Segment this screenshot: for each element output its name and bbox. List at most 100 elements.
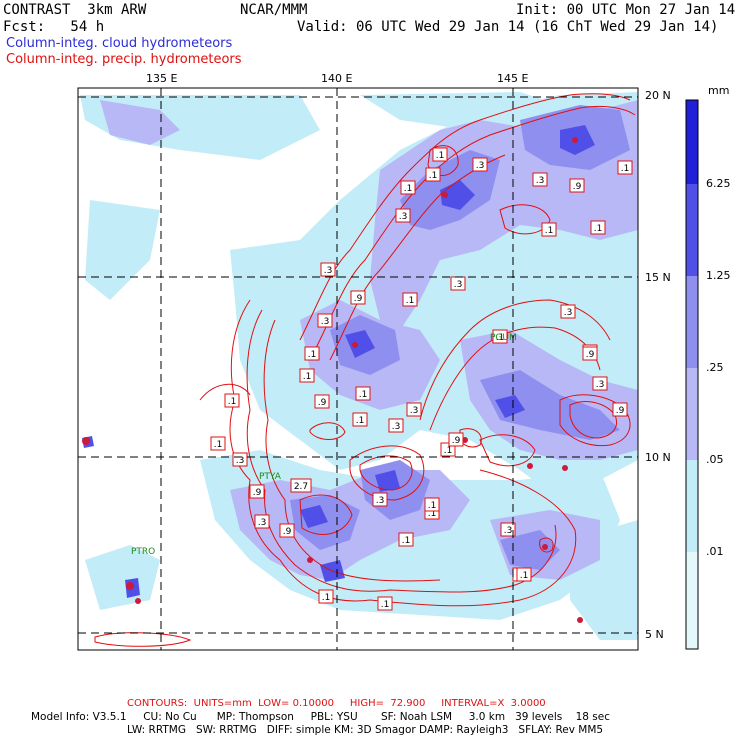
- contour-label: .1: [299, 368, 315, 383]
- colorbar-bin-6: [686, 100, 698, 184]
- svg-text:.3: .3: [454, 280, 463, 290]
- contour-labels: .1.1.3.1.1.3.9.3.1.1.3.3.9.1.3.3.1.1.1.1…: [210, 147, 633, 611]
- contour-label: .3: [450, 276, 466, 291]
- contour-label: .9: [249, 484, 265, 499]
- station-ptya: PTYA: [259, 472, 282, 482]
- station-pgum: PGUM: [490, 333, 517, 343]
- contour-label: .1: [617, 160, 633, 175]
- svg-text:.1: .1: [594, 224, 603, 234]
- contour-label: .1: [318, 589, 334, 604]
- valid-time: Valid: 06 UTC Wed 29 Jan 14 (16 ChT Wed …: [297, 19, 719, 35]
- svg-text:.1: .1: [436, 151, 445, 161]
- contour-label: .3: [592, 376, 608, 391]
- colorbar-label-0-05: .05: [706, 453, 724, 466]
- colorbar-label-0-25: .25: [706, 361, 724, 374]
- map-frame: [77, 87, 639, 651]
- svg-text:.3: .3: [596, 380, 605, 390]
- svg-text:.9: .9: [253, 488, 262, 498]
- svg-text:.1: .1: [444, 446, 453, 456]
- colorbar-label-0-01: .01: [706, 545, 724, 558]
- contour-label: .9: [448, 432, 464, 447]
- model-name: CONTRAST 3km ARW: [3, 2, 147, 18]
- svg-text:.1: .1: [545, 226, 554, 236]
- svg-text:.3: .3: [476, 161, 485, 171]
- stations: PGUM PTYA PTRO: [131, 333, 517, 557]
- colorbar-label-6-25: 6.25: [706, 177, 731, 190]
- precip-contours: [94, 93, 636, 647]
- contour-label: .3: [317, 313, 333, 328]
- contour-label: .3: [320, 262, 336, 277]
- forecast-hour: Fcst: 54 h: [3, 19, 105, 35]
- contour-label: .1: [304, 346, 320, 361]
- contour-label: .1: [402, 292, 418, 307]
- svg-text:.3: .3: [258, 518, 267, 528]
- colorbar-bin-5: [686, 184, 698, 276]
- svg-text:.3: .3: [564, 308, 573, 318]
- svg-text:.1: .1: [428, 501, 437, 511]
- contour-label: .3: [372, 492, 388, 507]
- contour-label: .1: [400, 180, 416, 195]
- svg-text:.1: .1: [429, 171, 438, 181]
- svg-text:.1: .1: [621, 164, 630, 174]
- svg-text:.1: .1: [359, 390, 368, 400]
- contour-label: .3: [388, 418, 404, 433]
- graticule: [78, 88, 638, 650]
- contour-label: .9: [279, 523, 295, 538]
- contours-info: CONTOURS: UNITS=mm LOW= 0.10000 HIGH= 72…: [127, 698, 546, 709]
- colorbar-unit: mm: [708, 84, 730, 97]
- field-title-precip: Column-integ. precip. hydrometeors: [6, 52, 242, 67]
- contour-label: .9: [612, 402, 628, 417]
- lat-label-15n: 15 N: [645, 271, 671, 284]
- lon-label-135: 135 E: [146, 72, 178, 85]
- svg-text:.9: .9: [354, 294, 363, 304]
- map-fields: .1.1.3.1.1.3.9.3.1.1.3.3.9.1.3.3.1.1.1.1…: [78, 88, 638, 650]
- contour-label: .1: [590, 220, 606, 235]
- contour-label: .1: [492, 329, 508, 344]
- contour-label: .9: [314, 394, 330, 409]
- colorbar-bin-3: [686, 368, 698, 460]
- svg-text:.3: .3: [410, 406, 419, 416]
- svg-text:.9: .9: [586, 350, 595, 360]
- svg-text:2.7: 2.7: [294, 482, 308, 492]
- svg-text:.1: .1: [214, 440, 223, 450]
- svg-text:.3: .3: [504, 526, 513, 536]
- contour-label: .3: [254, 514, 270, 529]
- contour-label: .3: [560, 304, 576, 319]
- svg-text:.9: .9: [452, 436, 461, 446]
- svg-text:.3: .3: [376, 496, 385, 506]
- svg-text:.3: .3: [399, 212, 408, 222]
- station-ptro: PTRO: [131, 547, 155, 557]
- contour-label: .1: [432, 147, 448, 162]
- colorbar-label-1-25: 1.25: [706, 269, 731, 282]
- svg-text:.1: .1: [228, 397, 237, 407]
- colorbar: [685, 99, 699, 650]
- contour-label: .1: [355, 386, 371, 401]
- contour-label: .9: [350, 290, 366, 305]
- lat-label-10n: 10 N: [645, 451, 671, 464]
- svg-text:.1: .1: [381, 600, 390, 610]
- organization: NCAR/MMM: [240, 2, 308, 18]
- contour-label: .9: [582, 346, 598, 361]
- contour-label: .1: [224, 393, 240, 408]
- contour-label: .3: [406, 402, 422, 417]
- field-title-cloud: Column-integ. cloud hydrometeors: [6, 36, 233, 51]
- svg-text:.1: .1: [496, 333, 505, 343]
- svg-text:.3: .3: [236, 456, 245, 466]
- contour-label: .1: [352, 412, 368, 427]
- lon-label-140: 140 E: [321, 72, 353, 85]
- lat-label-20n: 20 N: [645, 89, 671, 102]
- svg-text:.9: .9: [283, 527, 292, 537]
- contour-label: .1: [516, 567, 532, 582]
- svg-text:.1: .1: [308, 350, 317, 360]
- lat-label-5n: 5 N: [645, 628, 664, 641]
- contour-label: .3: [232, 452, 248, 467]
- svg-text:.1: .1: [428, 509, 437, 519]
- colorbar-bin-1: [686, 552, 698, 649]
- svg-text:.9: .9: [573, 182, 582, 192]
- svg-text:.3: .3: [324, 266, 333, 276]
- svg-text:.1: .1: [520, 571, 529, 581]
- model-info-line2: LW: RRTMG SW: RRTMG DIFF: simple KM: 3D …: [127, 724, 604, 736]
- contour-label: .1: [541, 222, 557, 237]
- svg-text:.9: .9: [616, 406, 625, 416]
